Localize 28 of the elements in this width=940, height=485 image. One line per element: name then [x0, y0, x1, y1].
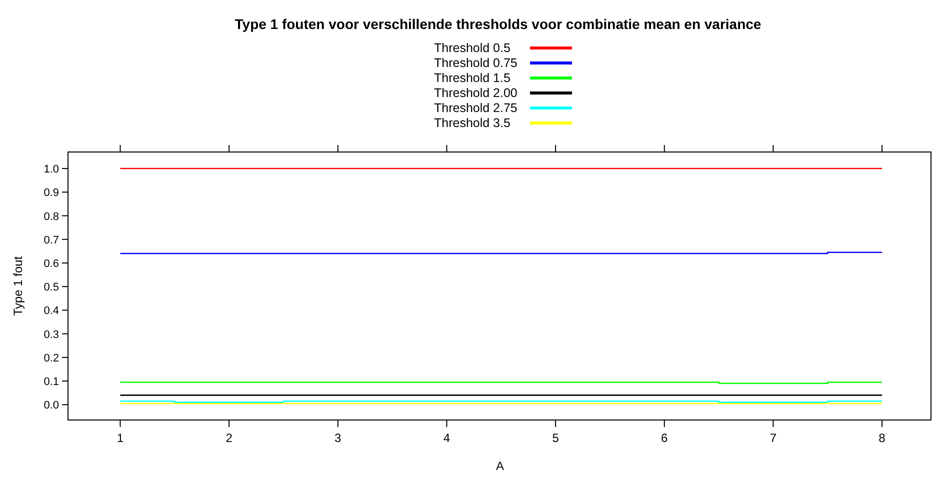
y-tick-label: 0.7	[44, 234, 59, 246]
x-tick-label: 2	[226, 431, 233, 445]
legend-label: Threshold 0.5	[434, 41, 510, 55]
y-tick-label: 0.6	[44, 258, 59, 270]
legend-label: Threshold 0.75	[434, 56, 518, 70]
legend-label: Threshold 3.5	[434, 116, 510, 130]
y-tick-label: 1.0	[44, 164, 59, 176]
y-tick-label: 0.1	[44, 376, 59, 388]
y-tick-label: 0.8	[44, 210, 59, 223]
y-tick-label: 0.2	[44, 352, 59, 364]
y-tick-label: 0.0	[44, 400, 59, 412]
y-tick-label: 0.9	[44, 187, 59, 200]
x-tick-label: 3	[334, 431, 342, 445]
x-axis-title: A	[496, 459, 504, 473]
x-tick-label: 7	[770, 431, 777, 445]
x-tick-label: 8	[878, 431, 886, 445]
x-tick-label: 1	[116, 431, 124, 445]
y-tick-label: 0.3	[44, 328, 59, 341]
x-tick-label: 4	[443, 431, 450, 445]
legend-label: Threshold 1.5	[434, 71, 510, 85]
chart-title: Type 1 fouten voor verschillende thresholds voor combinatie mean en variance	[234, 16, 762, 32]
x-tick-label: 6	[661, 431, 668, 445]
y-axis-title: Type 1 fout	[11, 256, 25, 316]
y-tick-label: 0.5	[44, 282, 59, 294]
y-tick-label: 0.4	[44, 305, 59, 318]
legend-label: Threshold 2.75	[434, 101, 518, 115]
legend-label: Threshold 2.00	[434, 86, 518, 100]
x-tick-label: 5	[552, 431, 560, 445]
